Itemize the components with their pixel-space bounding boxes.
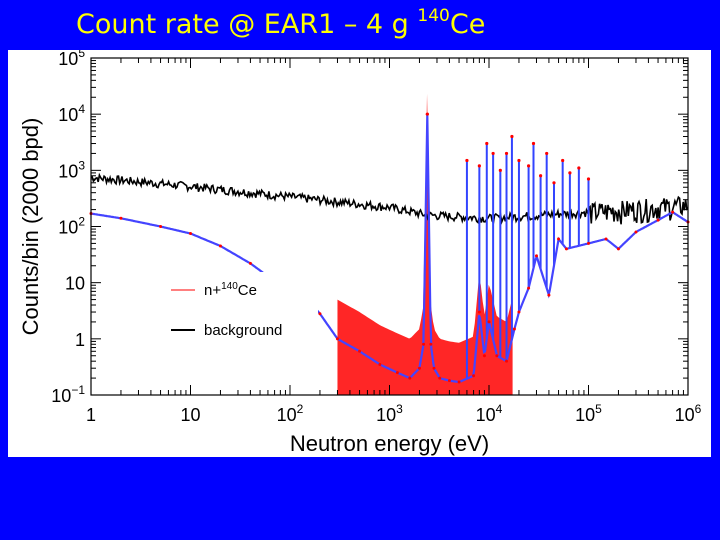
resonance-peak-marker-12 [538,174,543,178]
n140ce-point-19 [432,366,436,370]
n140ce-point-31 [527,286,531,290]
resonance-peak-marker-7 [504,151,509,156]
n140ce-point-11 [358,349,362,353]
n140ce-point-15 [417,366,421,370]
x-tick-label-4: 103 [376,402,403,425]
resonance-peak-marker-13 [545,151,549,156]
resonance-peak-marker-18 [586,177,591,181]
n140ce-point-24 [477,310,481,314]
y-tick-label-4: 102 [58,215,85,238]
background-series-line [90,172,689,225]
x-axis-title: Neutron energy (eV) [290,431,489,456]
n140ce-point-25 [482,354,486,358]
n140ce-point-30 [517,310,521,314]
n140ce-point-2 [119,216,123,220]
slide-title: Count rate @ EAR1 – 4 g 140Ce [76,6,486,40]
resonance-peak-marker-17 [577,166,581,170]
y-tick-label-7: 105 [58,50,85,69]
n140ce-point-37 [604,237,608,241]
resonance-peak-marker-5 [491,151,495,156]
y-tick-label-2: 1 [75,330,85,350]
n140ce-point-12 [378,362,382,366]
resonance-peak-marker-3 [477,164,481,168]
resonance-peak-marker-6 [498,168,502,172]
resonance-peak-marker-2 [465,158,469,163]
resonance-peak-marker-14 [552,181,556,185]
n140ce-point-22 [457,380,461,384]
resonance-peak-marker-15 [561,158,565,163]
n140ce-point-32 [534,254,538,258]
legend-box [158,272,318,350]
x-tick-label-2: 10 [180,405,200,425]
title-text: Count rate @ EAR1 – 4 g [76,9,418,40]
n140ce-point-16 [422,342,426,346]
resonance-peak-marker-4 [485,141,489,146]
n140ce-point-21 [447,379,451,383]
y-tick-label-6: 104 [58,102,85,125]
n140ce-point-3 [159,225,163,228]
n140ce-point-17 [425,112,429,116]
n140ce-point-6 [248,261,252,265]
resonance-peak-marker-9 [517,158,521,163]
n140ce-point-38 [616,247,620,251]
n140ce-point-41 [671,210,675,214]
y-tick-label-1: 10−1 [51,383,85,406]
n140ce-point-14 [408,376,412,380]
x-tick-label-1: 1 [86,405,96,425]
log-log-chart: 1 10 102 103 104 105 10610−1110102103104105Neu… [18,50,702,456]
x-tick-label-7: 106 [675,402,702,425]
n140ce-point-4 [189,232,192,236]
x-tick-label-6: 105 [575,402,602,425]
y-tick-label-3: 10 [65,274,85,294]
n140ce-point-26 [487,320,491,324]
n140ce-point-5 [218,244,222,248]
legend-label-2: background [204,322,282,339]
n140ce-point-39 [634,230,638,234]
n140ce-point-13 [395,371,399,375]
n140ce-point-33 [547,293,551,297]
x-tick-label-3: 102 [277,402,304,425]
title-element: Ce [449,9,486,40]
n140ce-point-35 [564,247,568,251]
y-tick-label-5: 103 [58,158,85,181]
n140ce-point-10 [335,337,339,341]
resonance-peak-marker-16 [568,171,572,175]
n140ce-point-36 [587,241,590,245]
resonance-peak-marker-8 [510,134,514,139]
n140ce-point-20 [438,376,442,380]
resonance-peak-marker-11 [531,141,536,146]
n140ce-point-34 [557,237,561,241]
n140ce-point-40 [656,218,660,222]
n140ce-point-29 [512,327,516,331]
n140ce-point-18 [429,342,433,346]
n140ce-point-9 [318,312,322,316]
legend-label-1: n+140Ce [204,281,257,299]
title-superscript: 140 [417,6,450,26]
x-tick-label-5: 104 [476,402,503,425]
resonance-peak-marker-10 [526,164,531,168]
n140ce-point-28 [505,359,509,363]
y-axis-title: Counts/bin (2000 bpd) [18,118,43,336]
plot-panel: 1 10 102 103 104 105 106 10−1 1 10 102 103 104 105 Neu… [8,50,711,457]
n140ce-point-27 [495,354,499,358]
n140ce-point-23 [472,374,476,378]
